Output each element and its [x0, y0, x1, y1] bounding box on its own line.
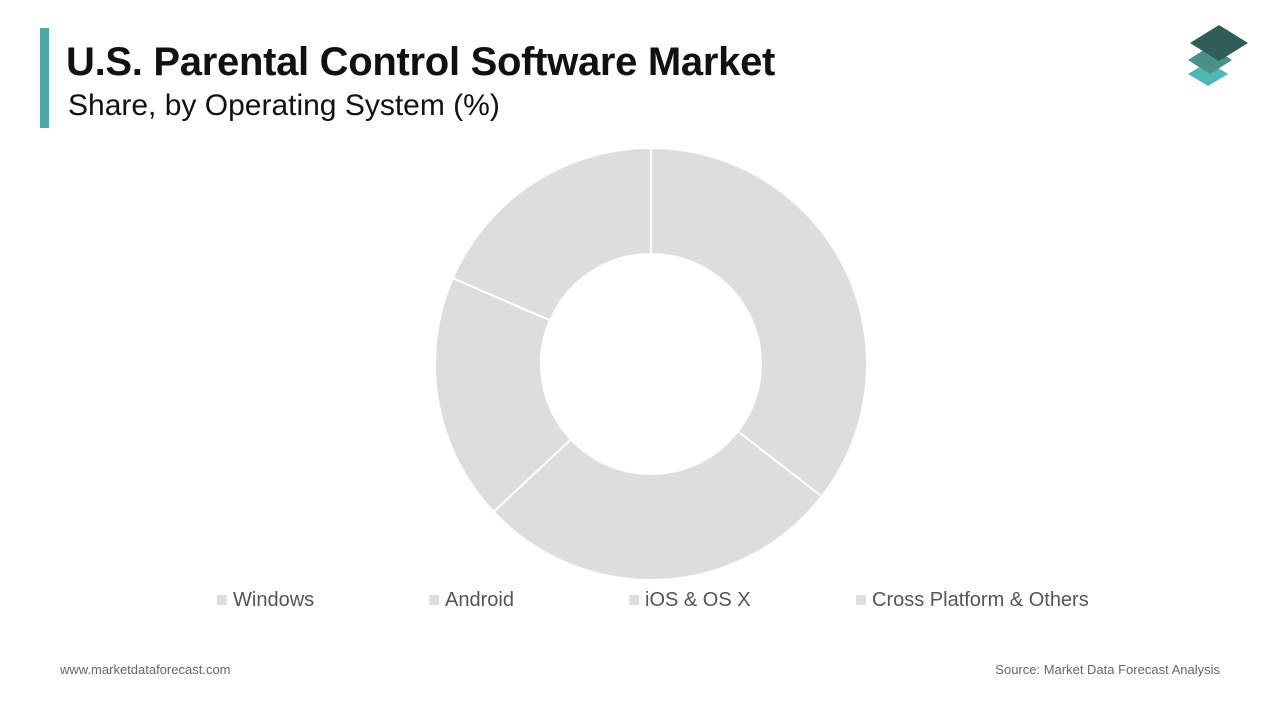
legend-swatch: [429, 595, 439, 605]
title-accent-bar: [40, 28, 49, 128]
legend-swatch: [856, 595, 866, 605]
legend-item-ios-os-x: iOS & OS X: [629, 588, 751, 612]
chart-subtitle: Share, by Operating System (%): [68, 89, 500, 122]
legend-label: Android: [445, 588, 514, 611]
legend-item-android: Android: [429, 588, 514, 612]
legend-label: Cross Platform & Others: [872, 588, 1089, 611]
donut-slice-windows: [650, 146, 868, 498]
website-url: www.marketdataforecast.com: [60, 662, 231, 677]
legend-item-cross-platform-others: Cross Platform & Others: [856, 588, 1089, 612]
legend-label: iOS & OS X: [645, 588, 751, 611]
donut-slice-cross-platform-others: [451, 146, 652, 322]
legend-item-windows: Windows: [217, 588, 314, 612]
logo-layer-top: [1190, 25, 1248, 61]
legend-label: Windows: [233, 588, 315, 611]
chart-title: U.S. Parental Control Software Market: [66, 40, 776, 84]
company-logo-icon: [1188, 25, 1248, 86]
source-note: Source: Market Data Forecast Analysis: [995, 662, 1220, 677]
donut-slice-android: [492, 430, 824, 581]
legend-swatch: [217, 595, 227, 605]
donut-slice-ios-os-x: [434, 276, 573, 514]
legend-swatch: [629, 595, 639, 605]
